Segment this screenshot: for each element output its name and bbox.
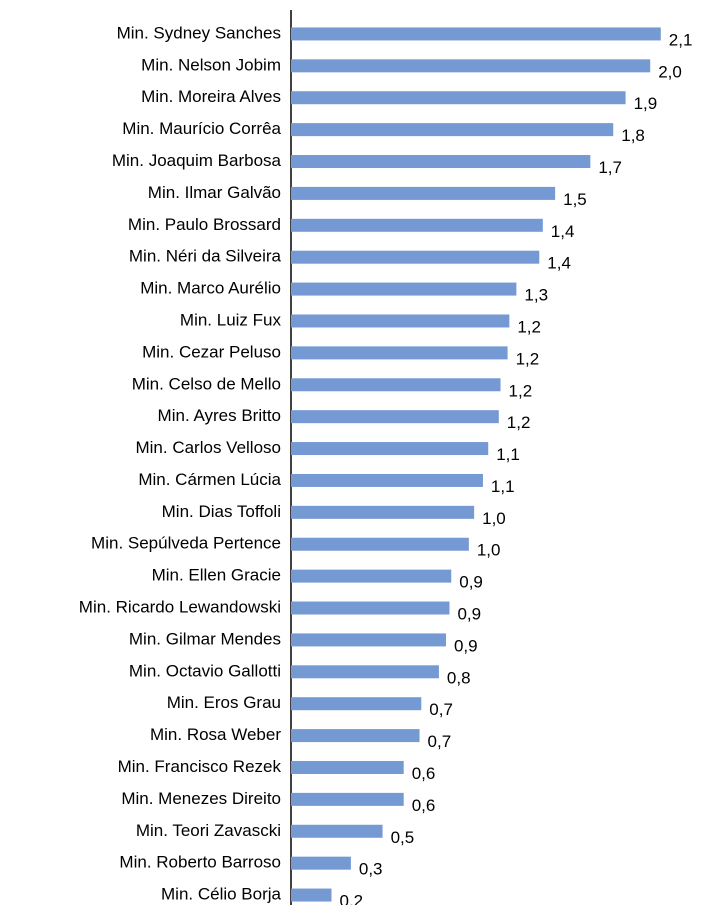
bar	[291, 729, 420, 743]
value-label: 0,5	[391, 828, 415, 847]
value-label: 0,9	[454, 636, 478, 655]
bar	[291, 346, 508, 360]
bar	[291, 186, 556, 200]
bar	[291, 410, 499, 424]
category-label: Min. Gilmar Mendes	[129, 629, 281, 648]
value-label: 1,0	[482, 509, 506, 528]
bar	[291, 824, 383, 838]
bar	[291, 537, 469, 551]
value-label: 1,2	[516, 349, 540, 368]
value-label: 1,5	[563, 190, 587, 209]
value-label: 1,2	[507, 413, 531, 432]
category-label: Min. Francisco Rezek	[118, 757, 282, 776]
category-label: Min. Maurício Corrêa	[122, 119, 281, 138]
category-label: Min. Moreira Alves	[141, 87, 281, 106]
bar	[291, 697, 422, 711]
category-label: Min. Nelson Jobim	[141, 55, 281, 74]
category-label: Min. Ellen Gracie	[152, 566, 281, 585]
category-label: Min. Cármen Lúcia	[138, 470, 281, 489]
category-label: Min. Paulo Brossard	[128, 215, 281, 234]
bar	[291, 792, 404, 806]
value-label: 0,8	[447, 668, 471, 687]
bar	[291, 505, 475, 519]
bar	[291, 760, 404, 774]
value-label: 1,7	[598, 158, 622, 177]
value-label: 0,9	[457, 605, 481, 624]
category-label: Min. Cezar Peluso	[142, 342, 281, 361]
value-label: 1,3	[524, 286, 548, 305]
bar	[291, 59, 651, 73]
bar	[291, 856, 351, 870]
category-label: Min. Teori Zavascki	[136, 821, 281, 840]
value-label: 0,6	[412, 796, 436, 815]
bar	[291, 888, 332, 902]
bar	[291, 27, 661, 41]
value-label: 1,9	[634, 94, 658, 113]
category-label: Min. Rosa Weber	[150, 725, 281, 744]
bar	[291, 569, 452, 583]
value-label: 1,8	[621, 126, 645, 145]
value-label: 0,7	[429, 700, 453, 719]
category-label: Min. Carlos Velloso	[135, 438, 281, 457]
value-label: 1,2	[517, 317, 541, 336]
category-label: Min. Luiz Fux	[180, 310, 282, 329]
value-label: 0,9	[459, 573, 483, 592]
value-label: 1,4	[551, 222, 575, 241]
category-label: Min. Menezes Direito	[121, 789, 281, 808]
value-label: 1,0	[477, 541, 501, 560]
category-label: Min. Roberto Barroso	[119, 853, 281, 872]
category-label: Min. Marco Aurélio	[140, 279, 281, 298]
value-label: 1,4	[547, 254, 571, 273]
category-label: Min. Sepúlveda Pertence	[91, 534, 281, 553]
value-label: 1,1	[496, 445, 520, 464]
category-label: Min. Octavio Gallotti	[129, 661, 281, 680]
category-label: Min. Ayres Britto	[158, 406, 281, 425]
category-label: Min. Célio Borja	[161, 885, 282, 904]
bar	[291, 155, 591, 169]
bar	[291, 91, 626, 105]
value-label: 1,2	[509, 381, 533, 400]
value-label: 0,6	[412, 764, 436, 783]
bar	[291, 442, 489, 456]
category-label: Min. Ricardo Lewandowski	[79, 598, 281, 617]
bar	[291, 601, 450, 615]
value-label: 1,1	[491, 477, 515, 496]
category-label: Min. Dias Toffoli	[162, 502, 281, 521]
bar	[291, 250, 540, 264]
category-label: Min. Celso de Mello	[132, 374, 281, 393]
bar	[291, 218, 543, 232]
bar	[291, 665, 439, 679]
bar	[291, 282, 517, 296]
category-label: Min. Joaquim Barbosa	[112, 151, 282, 170]
value-label: 0,7	[428, 732, 452, 751]
bar	[291, 473, 483, 487]
value-label: 0,3	[359, 860, 383, 879]
bar	[291, 314, 510, 328]
value-label: 2,0	[658, 62, 682, 81]
bar	[291, 378, 501, 392]
bar	[291, 123, 614, 137]
bar	[291, 633, 446, 647]
category-label: Min. Eros Grau	[167, 693, 281, 712]
value-label: 2,1	[669, 30, 693, 49]
category-label: Min. Sydney Sanches	[117, 23, 281, 42]
value-label: 0,2	[340, 892, 364, 905]
category-label: Min. Ilmar Galvão	[148, 183, 281, 202]
category-label: Min. Néri da Silveira	[129, 247, 282, 266]
